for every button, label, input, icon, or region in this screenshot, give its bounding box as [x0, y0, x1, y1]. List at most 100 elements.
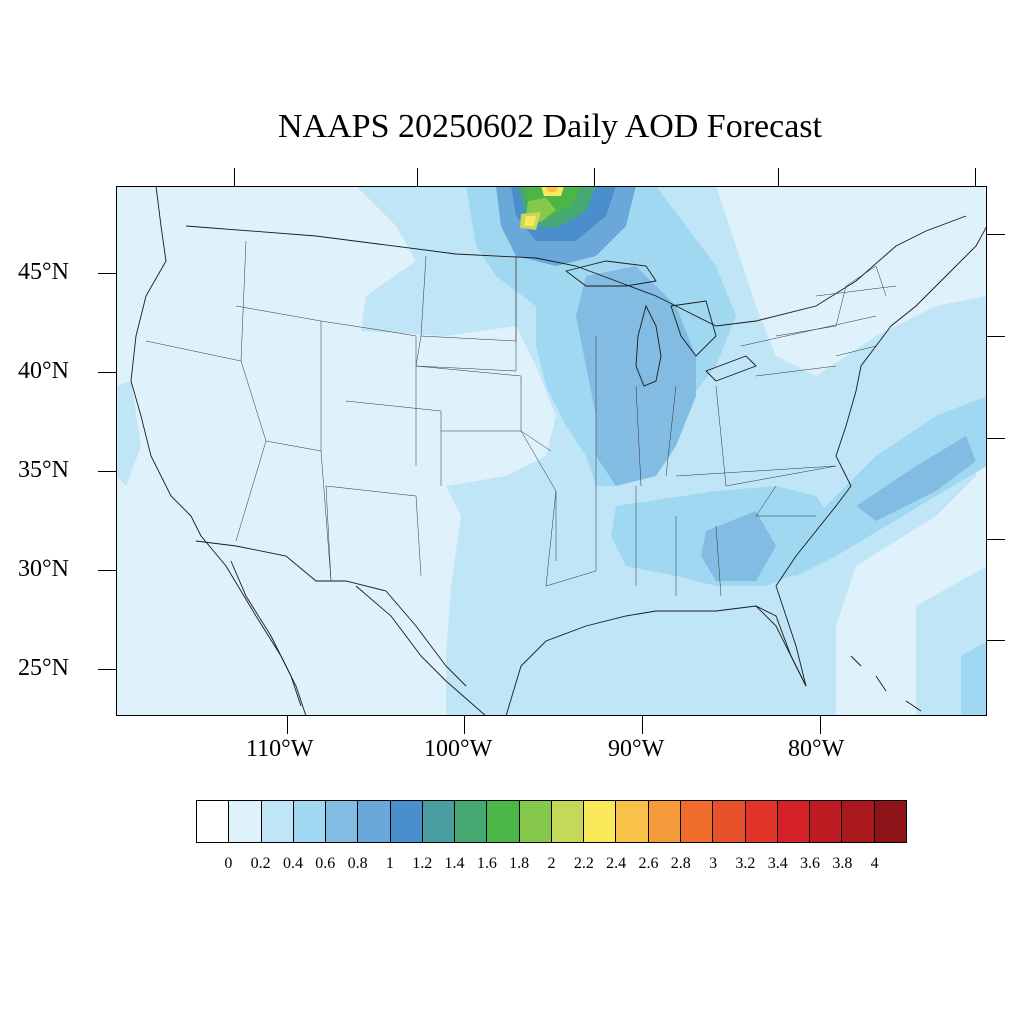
top-tick-mark — [975, 168, 976, 186]
colorbar-swatch — [390, 801, 423, 842]
colorbar-label: 2.6 — [638, 855, 659, 872]
gulf-coastline — [355, 585, 807, 716]
atlantic-coastline — [775, 225, 987, 687]
lake-huron — [670, 300, 717, 357]
colorbar-label: 2.2 — [573, 855, 594, 872]
bottom-tick-mark — [642, 716, 643, 734]
state-boundaries — [145, 240, 897, 597]
aod-field — [116, 186, 987, 716]
colorbar-swatch — [293, 801, 327, 842]
colorbar-label: 2 — [547, 855, 556, 872]
colorbar-label: 3.4 — [767, 855, 788, 872]
colorbar-label: 3 — [709, 855, 718, 872]
aod-region-0.8-georgia — [701, 511, 776, 581]
left-tick-mark — [98, 471, 116, 472]
top-tick-mark — [234, 168, 235, 186]
colorbar-label: 0.6 — [315, 855, 336, 872]
lon-label: 90°W — [608, 736, 665, 762]
state-lines-central — [415, 255, 597, 587]
right-tick-mark — [987, 234, 1005, 235]
colorbar-swatch — [487, 801, 520, 842]
colorbar-label: 0.2 — [250, 855, 271, 872]
colorbar-swatch — [455, 801, 488, 842]
colorbar-label: 2.4 — [606, 855, 627, 872]
colorbar-swatch — [551, 801, 585, 842]
lon-label: 80°W — [788, 736, 845, 762]
lat-label: 25°N — [18, 655, 69, 681]
aod-region-light-west — [116, 381, 141, 486]
colorbar-label: 1.4 — [444, 855, 465, 872]
colorbar-label: 0.8 — [347, 855, 368, 872]
bottom-tick-mark — [464, 716, 465, 734]
colorbar-swatch — [745, 801, 778, 842]
colorbar-label: 1 — [385, 855, 394, 872]
aod-region-2.4-peak — [524, 216, 536, 226]
pacific-coastline — [130, 186, 307, 716]
colorbar-swatch — [422, 801, 456, 842]
bottom-tick-mark — [820, 716, 821, 734]
colorbar-label: 1.6 — [476, 855, 497, 872]
colorbar-swatch — [616, 801, 649, 842]
baja-peninsula — [230, 560, 302, 707]
coastlines-and-borders — [130, 186, 987, 716]
aod-map — [116, 186, 987, 716]
aod-region-atlantic-band — [756, 396, 987, 576]
lat-label: 35°N — [18, 457, 69, 483]
left-tick-mark — [98, 273, 116, 274]
lat-label: 40°N — [18, 358, 69, 384]
chart-title: NAAPS 20250602 Daily AOD Forecast — [278, 108, 822, 145]
colorbar-swatch — [229, 801, 262, 842]
state-lines-northeast — [740, 265, 897, 377]
colorbar-swatch — [680, 801, 714, 842]
colorbar-label: 3.6 — [800, 855, 821, 872]
mexico-border — [195, 540, 467, 687]
lat-label: 45°N — [18, 259, 69, 285]
colorbar-swatch — [326, 801, 359, 842]
lat-label: 30°N — [18, 556, 69, 582]
aod-region-bahamas-0.8 — [961, 641, 987, 716]
top-tick-mark — [417, 168, 418, 186]
colorbar — [196, 800, 907, 843]
left-tick-mark — [98, 570, 116, 571]
colorbar-swatch — [519, 801, 552, 842]
lake-michigan — [635, 304, 662, 387]
florida-peninsula — [755, 605, 807, 687]
colorbar-label: 4 — [870, 855, 879, 872]
aod-region-0.8-lakes — [576, 266, 696, 486]
colorbar-swatch — [777, 801, 811, 842]
canada-border — [185, 215, 967, 327]
colorbar-swatch — [358, 801, 391, 842]
colorbar-label: 1.8 — [509, 855, 530, 872]
top-tick-mark — [778, 168, 779, 186]
colorbar-swatch — [197, 801, 230, 842]
right-tick-mark — [987, 640, 1005, 641]
right-tick-mark — [987, 539, 1005, 540]
colorbar-swatch — [584, 801, 617, 842]
lon-label: 100°W — [424, 736, 493, 762]
colorbar-label: 3.8 — [832, 855, 853, 872]
bottom-tick-mark — [287, 716, 288, 734]
aod-region-2.6-peak-north — [546, 186, 558, 192]
colorbar-swatch — [648, 801, 681, 842]
right-tick-mark — [987, 336, 1005, 337]
lake-superior — [564, 260, 657, 287]
left-tick-mark — [98, 669, 116, 670]
colorbar-label: 3.2 — [735, 855, 756, 872]
bahamas-islands — [850, 655, 922, 712]
colorbar-swatch — [713, 801, 746, 842]
colorbar-swatch — [842, 801, 875, 842]
aod-map-svg — [116, 186, 987, 716]
colorbar-label: 2.8 — [670, 855, 691, 872]
state-lines-west — [145, 240, 442, 582]
colorbar-swatch — [874, 801, 906, 842]
top-tick-mark — [594, 168, 595, 186]
lon-label: 110°W — [246, 736, 314, 762]
colorbar-label: 0.4 — [282, 855, 303, 872]
colorbar-swatch — [810, 801, 843, 842]
aod-region-0.8-offshore — [856, 436, 976, 521]
colorbar-swatch — [261, 801, 294, 842]
colorbar-label: 1.2 — [412, 855, 433, 872]
colorbar-label: 0 — [224, 855, 233, 872]
right-tick-mark — [987, 438, 1005, 439]
left-tick-mark — [98, 372, 116, 373]
